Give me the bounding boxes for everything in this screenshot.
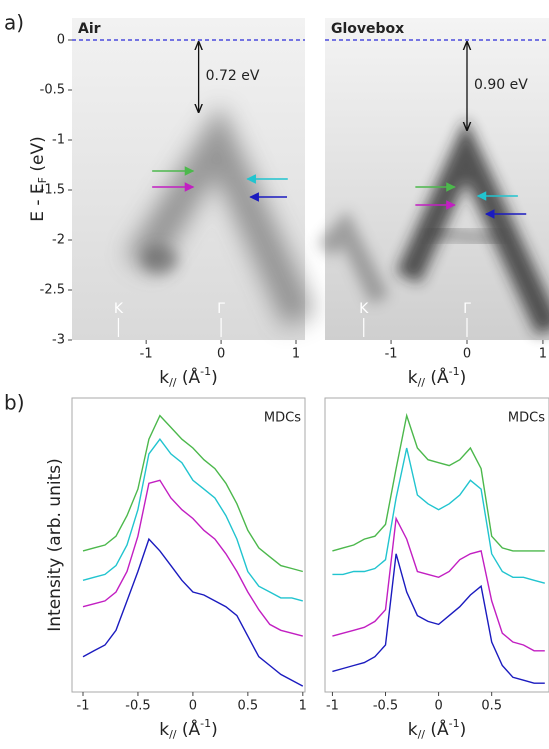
axis-label: k// (Å-1) (408, 365, 467, 389)
y-tick-label: -3 (52, 333, 65, 348)
x-tick-label: -1 (326, 699, 339, 714)
x-tick-label: 0.5 (481, 699, 502, 714)
mdc-line (332, 553, 545, 684)
y-tick-label: -2.5 (40, 283, 65, 298)
mdc-line (82, 479, 303, 637)
mdc-line (82, 438, 303, 602)
axis-label-part: k (408, 368, 418, 388)
axis-label: E - EF (eV) (28, 136, 49, 222)
mdc-line (82, 414, 303, 573)
axis-label: k// (Å-1) (159, 717, 218, 741)
axis-label-part: k (408, 720, 418, 740)
axis-label-part: (Å (177, 366, 201, 388)
axis-label: k// (Å-1) (159, 365, 218, 389)
x-tick-label: 0 (217, 347, 225, 362)
axis-label-part: -1 (449, 717, 460, 730)
x-tick-label: 1 (299, 699, 307, 714)
axis-label-part: k (159, 720, 169, 740)
plot-area (325, 39, 549, 337)
axis-label-part: (eV) (28, 136, 48, 177)
x-tick-label: 0 (189, 699, 197, 714)
plot-area (82, 414, 304, 687)
axis-label-part: ) (211, 368, 218, 388)
axis-label-part: ) (460, 720, 467, 740)
axis-label-part: // (418, 376, 426, 389)
annotation: MDCs (264, 411, 301, 426)
y-axis-label: Intensity (arb. units) (45, 458, 65, 631)
gap-label: 0.90 eV (474, 77, 528, 93)
mdc-line (332, 516, 545, 652)
axis-label-part: // (418, 728, 426, 741)
panel-label: b) (4, 391, 25, 415)
plot-area (72, 39, 305, 337)
y-tick-label: -1 (52, 133, 65, 148)
mdc-line (332, 447, 545, 584)
axis-label-part: k (159, 368, 169, 388)
plot-frame (71, 397, 306, 693)
axis-label-part: F (36, 177, 49, 183)
axis-label-part: ) (211, 720, 218, 740)
x-tick-label: 1 (539, 347, 547, 362)
axis-label-part: // (169, 728, 177, 741)
plot-area (332, 412, 545, 684)
x-tick-label: -1 (77, 699, 90, 714)
axis-label-part: (Å (177, 718, 201, 740)
axis-label-part: -1 (449, 365, 460, 378)
axis-label-part: E - E (28, 183, 48, 221)
symmetry-label: Γ (217, 301, 225, 317)
axis-label: k// (Å-1) (408, 717, 467, 741)
panel-title: Glovebox (331, 21, 404, 37)
y-tick-label: 0 (57, 33, 65, 48)
symmetry-label: K (114, 301, 124, 317)
x-tick-label: -1 (385, 347, 398, 362)
axis-label-part: (Å (425, 718, 449, 740)
symmetry-label: Γ (463, 301, 471, 317)
axis-label-part: (Å (425, 366, 449, 388)
x-tick-label: -0.5 (125, 699, 150, 714)
axis-label-part: -1 (200, 365, 211, 378)
x-tick-label: 1 (292, 347, 300, 362)
symmetry-label: K (359, 301, 369, 317)
gap-label: 0.72 eV (206, 68, 260, 84)
annotation: MDCs (508, 411, 545, 426)
x-tick-label: -0.5 (373, 699, 398, 714)
axis-label-part: ) (460, 368, 467, 388)
panel-label: a) (4, 11, 24, 35)
plot-frame (324, 397, 549, 693)
x-tick-label: -1 (140, 347, 153, 362)
x-tick-label: 0.5 (238, 699, 259, 714)
y-tick-label: -2 (52, 233, 65, 248)
mdc-line (332, 412, 545, 552)
y-tick-label: -0.5 (40, 83, 65, 98)
x-tick-label: 0 (434, 699, 442, 714)
mdc-line (82, 537, 304, 687)
panel-title: Air (78, 21, 101, 37)
x-tick-label: 0 (463, 347, 471, 362)
arpes-image-glovebox (317, 18, 549, 340)
y-tick-label: -1.5 (40, 183, 65, 198)
axis-label-part: -1 (200, 717, 211, 730)
axis-label-part: // (169, 376, 177, 389)
